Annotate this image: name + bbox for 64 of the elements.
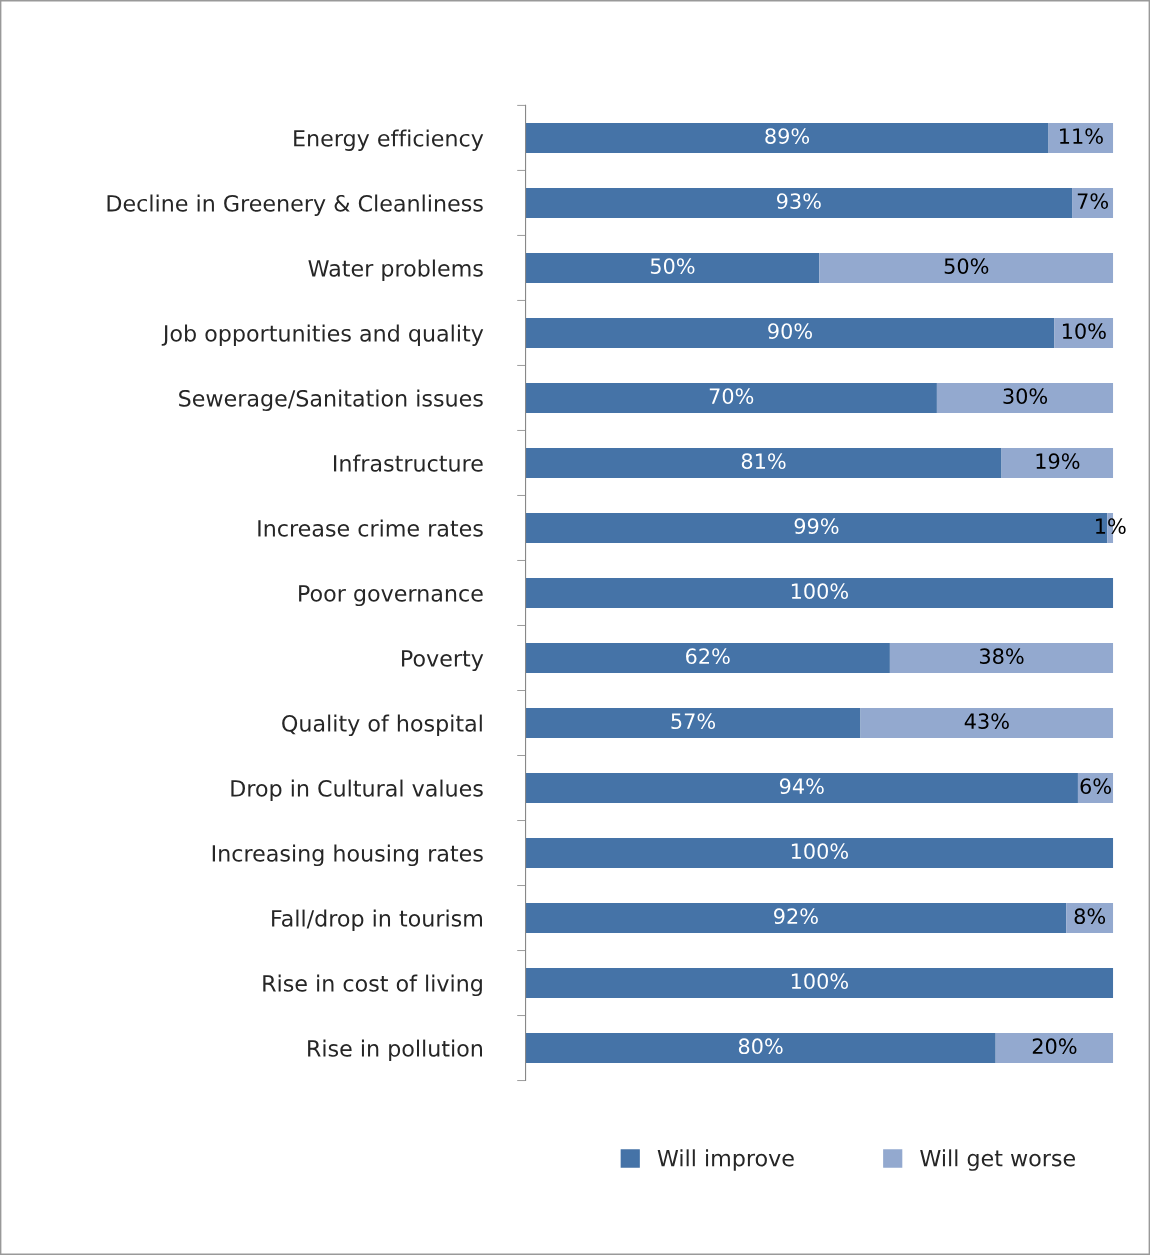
y-tick-label: Decline in Greenery & Cleanliness bbox=[107, 194, 483, 216]
bar bbox=[525, 187, 1073, 218]
data-label: 89% bbox=[765, 128, 810, 144]
bar bbox=[1001, 448, 1114, 478]
data-label: 99% bbox=[794, 518, 839, 535]
legend-label: Will get worse bbox=[920, 1149, 1075, 1171]
bar bbox=[525, 252, 820, 283]
data-label: 30% bbox=[1003, 388, 1048, 405]
bar bbox=[525, 838, 1114, 868]
data-label: 92% bbox=[774, 908, 818, 925]
data-label: 43% bbox=[964, 713, 1009, 730]
bar bbox=[525, 643, 890, 673]
y-tick-label: Rise in cost of living bbox=[263, 974, 482, 997]
data-label: 57% bbox=[671, 713, 716, 730]
y-tick-label: Fall/drop in tourism bbox=[272, 909, 482, 932]
data-label: 80% bbox=[738, 1038, 783, 1055]
data-label: 20% bbox=[1032, 1038, 1077, 1055]
y-tick-label: Increase crime rates bbox=[258, 519, 483, 537]
data-label: 8% bbox=[1074, 908, 1106, 925]
data-label: 94% bbox=[779, 778, 824, 795]
bar bbox=[889, 643, 1114, 673]
data-label: 19% bbox=[1036, 453, 1080, 470]
data-label: 62% bbox=[686, 648, 730, 665]
data-label: 38% bbox=[979, 648, 1024, 665]
data-label: 100% bbox=[791, 843, 848, 860]
data-label: 50% bbox=[650, 258, 695, 274]
bar bbox=[525, 578, 1114, 608]
y-tick-label: Water problems bbox=[308, 259, 483, 282]
y-tick-label: Sewerage/Sanitation issues bbox=[179, 389, 483, 412]
bar bbox=[525, 122, 1049, 153]
y-tick-label: Increasing housing rates bbox=[212, 844, 483, 867]
y-tick-label: Energy efficiency bbox=[294, 129, 484, 151]
y-tick-label: Quality of hospital bbox=[282, 714, 482, 737]
data-label: 6% bbox=[1080, 778, 1111, 795]
data-label: 100% bbox=[791, 973, 848, 990]
y-tick-label: Poverty bbox=[402, 650, 484, 672]
data-label: 70% bbox=[709, 388, 754, 405]
data-label: 100% bbox=[791, 583, 848, 600]
data-label: 81% bbox=[741, 453, 786, 470]
bar bbox=[936, 383, 1114, 413]
bar bbox=[525, 968, 1114, 998]
bar bbox=[525, 773, 1078, 803]
bar bbox=[995, 1033, 1114, 1063]
y-tick-label: Poor governance bbox=[299, 585, 483, 607]
data-label: 90% bbox=[768, 323, 812, 339]
bar bbox=[860, 708, 1114, 738]
data-label: 50% bbox=[944, 258, 989, 274]
legend-label: Will improve bbox=[657, 1149, 794, 1171]
data-label: 93% bbox=[776, 193, 821, 209]
data-label: 11% bbox=[1060, 128, 1103, 144]
bar bbox=[525, 1033, 996, 1063]
bar bbox=[525, 448, 1002, 478]
y-tick-label: Infrastructure bbox=[334, 454, 483, 472]
bar bbox=[525, 383, 937, 413]
bar bbox=[525, 318, 1055, 348]
y-tick-label: Drop in Cultural values bbox=[231, 779, 483, 802]
data-label: 7% bbox=[1077, 193, 1109, 209]
bar bbox=[525, 903, 1067, 933]
bar bbox=[525, 708, 861, 738]
data-label: 10% bbox=[1062, 323, 1106, 339]
data-label: 1% bbox=[1096, 518, 1126, 535]
y-tick-label: Job opportunities and quality bbox=[161, 324, 484, 347]
y-tick-label: Rise in pollution bbox=[308, 1039, 482, 1062]
bar bbox=[819, 252, 1114, 283]
